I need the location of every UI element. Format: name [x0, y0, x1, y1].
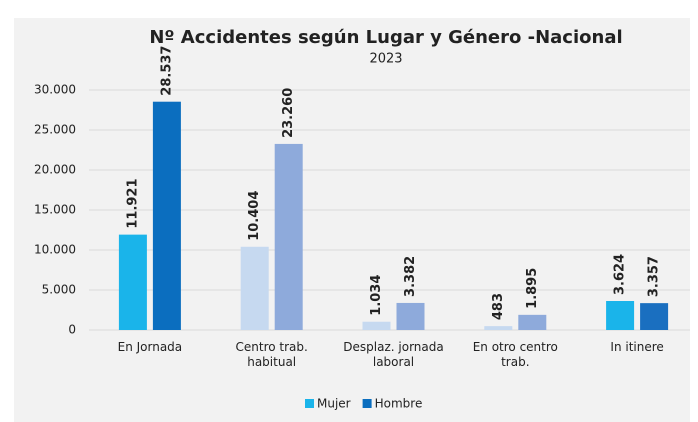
- data-label: 1.034: [369, 275, 384, 316]
- data-label: 3.382: [403, 256, 418, 297]
- bar: [240, 246, 269, 330]
- chart-subtitle: 2023: [369, 52, 402, 67]
- data-label: 10.404: [247, 191, 262, 241]
- bar: [152, 101, 181, 330]
- y-tick-label: 0: [68, 323, 76, 337]
- data-label: 1.895: [525, 268, 540, 309]
- chart-panel: [14, 18, 690, 422]
- y-tick-label: 15.000: [34, 203, 76, 217]
- y-tick-label: 20.000: [34, 163, 76, 177]
- bar: [640, 303, 669, 330]
- x-tick-label: In itinere: [610, 340, 664, 354]
- data-label: 23.260: [281, 88, 296, 138]
- y-tick-label: 30.000: [34, 83, 76, 97]
- x-tick-label: En otro centro trab.: [472, 340, 558, 369]
- y-tick-label: 5.000: [42, 283, 76, 297]
- legend-swatch: [305, 399, 314, 408]
- bar: [118, 234, 147, 330]
- legend-label: Mujer: [317, 397, 351, 411]
- chart-title: Nº Accidentes según Lugar y Género -Naci…: [149, 27, 622, 48]
- data-label: 3.357: [647, 256, 662, 297]
- legend-label: Hombre: [375, 397, 423, 411]
- data-label: 3.624: [613, 254, 628, 295]
- y-tick-label: 10.000: [34, 243, 76, 257]
- data-label: 11.921: [125, 178, 140, 228]
- data-label: 28.537: [159, 46, 174, 96]
- data-label: 483: [491, 293, 506, 320]
- bar: [274, 143, 303, 330]
- bar: [396, 302, 425, 330]
- y-tick-label: 25.000: [34, 123, 76, 137]
- bar: [362, 321, 391, 330]
- bar: [606, 301, 635, 330]
- x-tick-label: En Jornada: [117, 340, 183, 354]
- bar: [484, 326, 513, 330]
- legend-swatch: [362, 399, 372, 408]
- bar: [518, 314, 547, 330]
- x-tick-label: Centro trab. habitual: [235, 340, 308, 369]
- x-tick-label: Desplaz. jornada laboral: [343, 340, 444, 369]
